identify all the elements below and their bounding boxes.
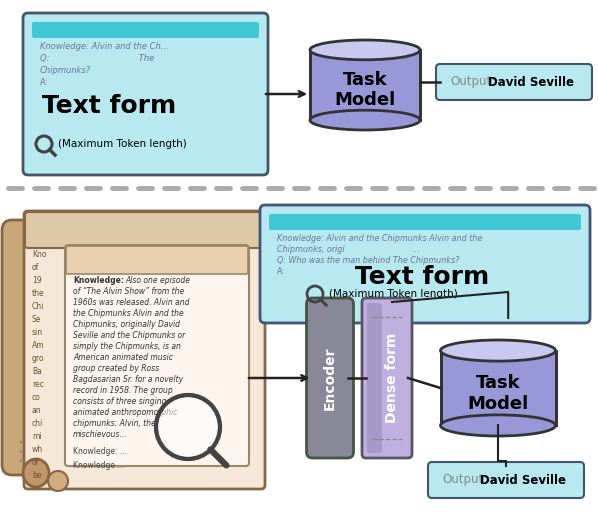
Text: Output:: Output:: [450, 75, 495, 89]
Text: Chipmunks?: Chipmunks?: [40, 66, 91, 75]
Text: Q:                                  The: Q: The: [40, 54, 154, 63]
Text: American animated music: American animated music: [73, 353, 173, 362]
FancyBboxPatch shape: [2, 220, 52, 475]
Text: Text form: Text form: [42, 94, 176, 118]
FancyBboxPatch shape: [362, 298, 412, 458]
Text: Q: Who was the man behind The Chipmunks?: Q: Who was the man behind The Chipmunks?: [277, 256, 459, 265]
Text: Knowledge:: Knowledge:: [73, 276, 124, 285]
FancyBboxPatch shape: [24, 211, 265, 489]
Text: group created by Ross: group created by Ross: [73, 364, 159, 373]
Ellipse shape: [23, 459, 49, 487]
Text: of: of: [32, 263, 39, 272]
Text: Output:: Output:: [442, 474, 487, 486]
Ellipse shape: [310, 40, 420, 60]
Text: Task
Model: Task Model: [468, 374, 529, 413]
Text: rec: rec: [32, 380, 44, 389]
FancyBboxPatch shape: [310, 50, 420, 120]
Text: gro: gro: [32, 354, 45, 363]
Text: Knowledge ...: Knowledge ...: [73, 461, 124, 470]
Circle shape: [156, 395, 220, 459]
Text: an: an: [32, 406, 42, 415]
Ellipse shape: [27, 133, 41, 153]
Text: consists of three singing: consists of three singing: [73, 397, 166, 406]
Text: A:: A:: [40, 78, 48, 87]
Text: Ba: Ba: [32, 367, 42, 376]
FancyBboxPatch shape: [307, 298, 353, 458]
Text: the Chipmunks Alvin and the: the Chipmunks Alvin and the: [73, 309, 184, 318]
Text: Chipmunks, originally David: Chipmunks, originally David: [73, 320, 180, 329]
FancyBboxPatch shape: [441, 351, 556, 425]
Ellipse shape: [441, 415, 556, 436]
Text: animated anthropomorphic: animated anthropomorphic: [73, 408, 178, 417]
Ellipse shape: [441, 340, 556, 361]
Text: David Seville: David Seville: [480, 474, 566, 486]
Text: the: the: [32, 289, 45, 298]
Text: Knowledge: Alvin and the Chipmunks Alvin and the: Knowledge: Alvin and the Chipmunks Alvin…: [277, 234, 483, 243]
FancyBboxPatch shape: [32, 22, 259, 38]
Text: record in 1958. The group: record in 1958. The group: [73, 386, 173, 395]
Text: Text form: Text form: [355, 265, 489, 289]
Text: 1960s was released. Alvin and: 1960s was released. Alvin and: [73, 298, 190, 307]
Text: (Maximum Token length): (Maximum Token length): [329, 289, 457, 299]
Text: co: co: [32, 393, 41, 402]
Ellipse shape: [266, 220, 279, 240]
Ellipse shape: [310, 110, 420, 130]
Text: simply the Chipmunks, is an: simply the Chipmunks, is an: [73, 342, 181, 351]
Ellipse shape: [266, 289, 279, 309]
Text: Kno: Kno: [32, 250, 47, 259]
Text: chi: chi: [32, 419, 43, 428]
FancyBboxPatch shape: [269, 214, 581, 230]
Text: Se: Se: [32, 315, 41, 324]
FancyBboxPatch shape: [436, 64, 592, 100]
FancyBboxPatch shape: [367, 303, 382, 453]
Text: be: be: [32, 471, 41, 480]
FancyBboxPatch shape: [65, 245, 249, 466]
Text: Also one episode: Also one episode: [125, 276, 190, 285]
Text: chipmunks: Alvin, the: chipmunks: Alvin, the: [73, 419, 156, 428]
Text: Task
Model: Task Model: [334, 71, 396, 110]
Ellipse shape: [27, 35, 41, 55]
Text: wh: wh: [32, 445, 43, 454]
Text: Bagdasarian Sr. for a novelty: Bagdasarian Sr. for a novelty: [73, 375, 183, 384]
FancyBboxPatch shape: [23, 13, 268, 175]
Ellipse shape: [48, 471, 68, 491]
Text: of: of: [32, 458, 39, 467]
Text: mischievous...: mischievous...: [73, 430, 127, 439]
FancyBboxPatch shape: [25, 212, 264, 248]
FancyBboxPatch shape: [428, 462, 584, 498]
Text: mi: mi: [32, 432, 42, 441]
Text: of “The Alvin Show” from the: of “The Alvin Show” from the: [73, 287, 184, 296]
Text: Chi: Chi: [32, 302, 44, 311]
Text: (Maximum Token length): (Maximum Token length): [58, 139, 187, 149]
Text: Knowledge: ...: Knowledge: ...: [73, 447, 127, 456]
Text: Chipmunks, origi                           ...: Chipmunks, origi ...: [277, 245, 420, 254]
Text: Encoder: Encoder: [323, 346, 337, 410]
FancyBboxPatch shape: [66, 246, 248, 274]
Text: Seville and the Chipmunks or: Seville and the Chipmunks or: [73, 331, 185, 340]
Text: A:: A:: [277, 267, 285, 276]
Text: sin: sin: [32, 328, 43, 337]
Text: Knowledge: Alvin and the Ch...: Knowledge: Alvin and the Ch...: [40, 42, 169, 51]
Text: Dense form: Dense form: [385, 333, 399, 423]
FancyBboxPatch shape: [260, 205, 590, 323]
Text: Am: Am: [32, 341, 45, 350]
Text: David Seville: David Seville: [488, 75, 574, 89]
Text: . . .: . . .: [13, 438, 26, 461]
Text: 19: 19: [32, 276, 42, 285]
